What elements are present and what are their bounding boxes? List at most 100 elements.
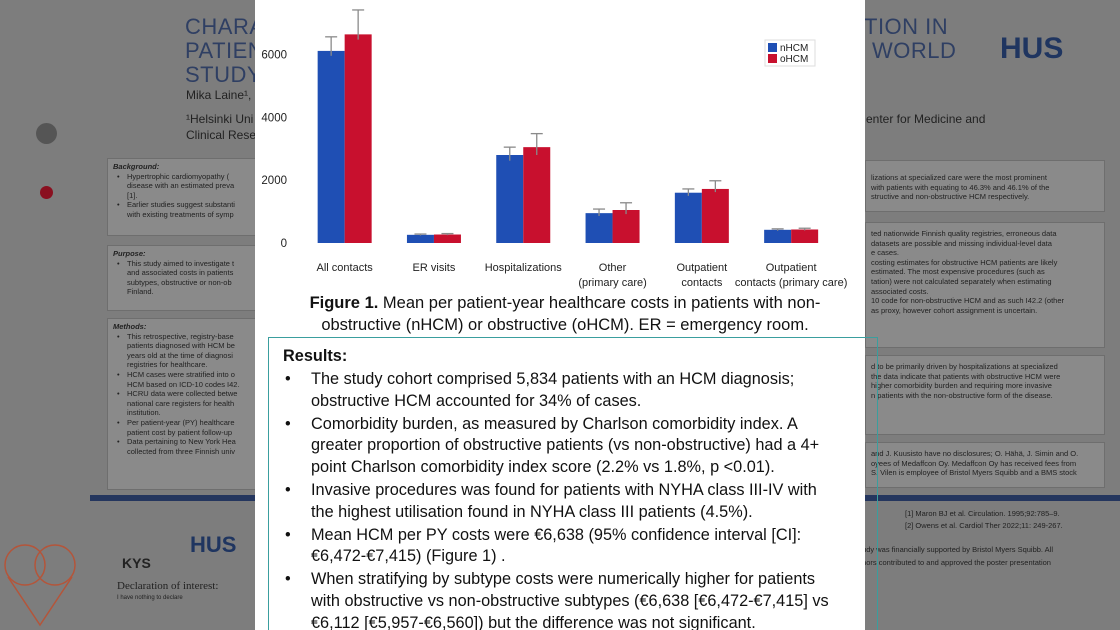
funding-text: tudy was financially supported by Bristo… xyxy=(860,545,1054,554)
text-line: lizations at specialized care were the m… xyxy=(871,173,1047,182)
text-line: national care registers for health xyxy=(127,398,235,408)
text-line: HCM based on ICD-10 codes I42. xyxy=(127,379,240,389)
caption-text: Mean per patient-year healthcare costs i… xyxy=(321,294,821,334)
logo: KYS xyxy=(122,555,151,571)
text-line: patient cost by patient follow-up xyxy=(127,427,233,437)
section-heading: Purpose: xyxy=(113,249,146,258)
error-bar xyxy=(441,232,454,236)
x-tick-label: Other (primary care) xyxy=(578,262,647,289)
y-tick-label: 4000 xyxy=(261,112,287,124)
y-tick-label: 6000 xyxy=(261,49,287,61)
result-bullet: Comorbidity burden, as measured by Charl… xyxy=(283,414,841,479)
section-heading: Methods: xyxy=(113,322,147,331)
declaration-text: I have nothing to declare xyxy=(117,595,183,601)
text-line: 10 code for non-obstructive HCM and as s… xyxy=(871,296,1065,306)
result-bullet: When stratifying by subtype costs were n… xyxy=(283,569,841,630)
text-line: d to be primarily driven by hospitalizat… xyxy=(871,362,1058,371)
text-line: as proxy, however cohort assignment is u… xyxy=(871,305,1038,315)
text-line: [1]. xyxy=(127,190,138,200)
poster-section: Methods:This retrospective, registry-bas… xyxy=(107,318,257,490)
text-line: subtypes, obstructive or non-ob xyxy=(127,277,232,287)
text-line: Earlier studies suggest substanti xyxy=(127,200,235,210)
poster-title: CHARA xyxy=(185,14,265,39)
bullet: Hypertrophic cardiomyopathy (disease wit… xyxy=(113,172,251,201)
bar xyxy=(496,155,524,243)
logo: HUS xyxy=(1000,32,1064,65)
bar xyxy=(433,234,461,243)
text-line: HCRU data were collected betwe xyxy=(127,389,238,399)
text-line: This study aimed to investigate t xyxy=(127,258,235,268)
bar xyxy=(317,50,345,244)
figure-caption: Figure 1. Mean per patient-year healthca… xyxy=(295,292,835,336)
x-tick-label: All contacts xyxy=(316,262,373,274)
reference: [1] Maron BJ et al. Circulation. 1995;92… xyxy=(905,509,1060,518)
authors: Mika Laine¹, ( xyxy=(186,88,259,102)
bar xyxy=(523,147,551,243)
results-heading: Results: xyxy=(283,347,348,365)
bar xyxy=(406,234,434,243)
error-bar xyxy=(593,208,606,216)
bar xyxy=(791,229,819,243)
affiliation: ¹Helsinki Uni xyxy=(186,112,254,126)
bar xyxy=(701,188,729,243)
text-line: associated costs. xyxy=(871,286,929,296)
text-line: higher comorbidity burden and requiring … xyxy=(871,381,1052,391)
text-line: patients diagnosed with HCM be xyxy=(127,341,235,351)
x-tick-label: Hospitalizations xyxy=(484,262,562,274)
error-bar xyxy=(352,9,365,40)
legend-swatch xyxy=(768,54,777,63)
text-line: n patients with the non-obstructive form… xyxy=(871,390,1053,400)
x-tick-label: Outpatient contacts xyxy=(676,262,728,289)
result-bullet: Mean HCM per PY costs were €6,638 (95% c… xyxy=(283,525,841,568)
text-line: and associated costs in patients xyxy=(127,268,234,278)
text-line: collected from three Finnish univ xyxy=(127,446,235,456)
text-line: costing estimates for obstructive HCM pa… xyxy=(871,257,1058,267)
bar xyxy=(612,210,640,243)
result-bullet: The study cohort comprised 5,834 patient… xyxy=(283,369,841,412)
text-line: the data indicate that patients with obs… xyxy=(871,371,1061,381)
affiliation: enter for Medicine and xyxy=(866,112,986,126)
results-box: Results: The study cohort comprised 5,83… xyxy=(268,337,878,630)
error-bar xyxy=(682,188,695,196)
text-line: and J. Kuusisto have no disclosures; O. … xyxy=(871,449,1079,458)
nav-dot[interactable] xyxy=(40,186,53,199)
poster-section: ted nationwide Finnish quality registrie… xyxy=(865,222,1105,348)
error-bar xyxy=(414,233,427,236)
text-line: with existing treatments of symp xyxy=(127,209,234,219)
error-bar xyxy=(771,228,784,231)
poster-section: and J. Kuusisto have no disclosures; O. … xyxy=(865,442,1105,488)
bullet: Data pertaining to New York Heacollected… xyxy=(113,437,251,456)
funding-text: thors contributed to and approved the po… xyxy=(860,558,1051,567)
poster-title: WORLD xyxy=(872,38,957,63)
poster-title: TION IN xyxy=(864,14,949,39)
text-line: disease with an estimated preva xyxy=(127,181,235,191)
bullet: This retrospective, registry-basepatient… xyxy=(113,332,251,370)
text-line: Data pertaining to New York Hea xyxy=(127,437,236,447)
nav-dot[interactable] xyxy=(36,123,57,144)
bar xyxy=(585,213,613,243)
text-line: oyees of Medaffcon Oy. Medaffcon Oy has … xyxy=(871,458,1077,468)
text-line: datasets are possible and missing indivi… xyxy=(871,238,1052,248)
declaration: Declaration of interest: xyxy=(117,580,219,592)
x-tick-label: Outpatient contacts (primary care) xyxy=(734,262,848,289)
reference: [2] Owens et al. Cardiol Ther 2022;11: 2… xyxy=(905,521,1063,530)
text-line: Per patient-year (PY) healthcare xyxy=(127,417,235,427)
bullet: Per patient-year (PY) healthcarepatient … xyxy=(113,418,251,437)
text-line: institution. xyxy=(127,408,161,418)
bar xyxy=(344,34,372,244)
legend-label: oHCM xyxy=(780,54,808,65)
text-line: estimated. The most expensive procedures… xyxy=(871,267,1045,277)
text-line: years old at the time of diagnosi xyxy=(127,350,233,360)
error-bar xyxy=(709,180,722,193)
zoom-panel: 0 2000 4000 6000 nHCM oHCM All contacts ER vis… xyxy=(255,0,878,630)
x-tick-label: ER visits xyxy=(412,262,456,274)
text-line: Finland. xyxy=(127,287,154,297)
legend-label: nHCM xyxy=(780,43,808,54)
logo: HUS xyxy=(190,532,237,557)
poster-title: PATIEN xyxy=(185,38,265,63)
y-tick-label: 2000 xyxy=(261,175,287,187)
error-bar xyxy=(620,202,633,215)
bar xyxy=(674,192,702,243)
